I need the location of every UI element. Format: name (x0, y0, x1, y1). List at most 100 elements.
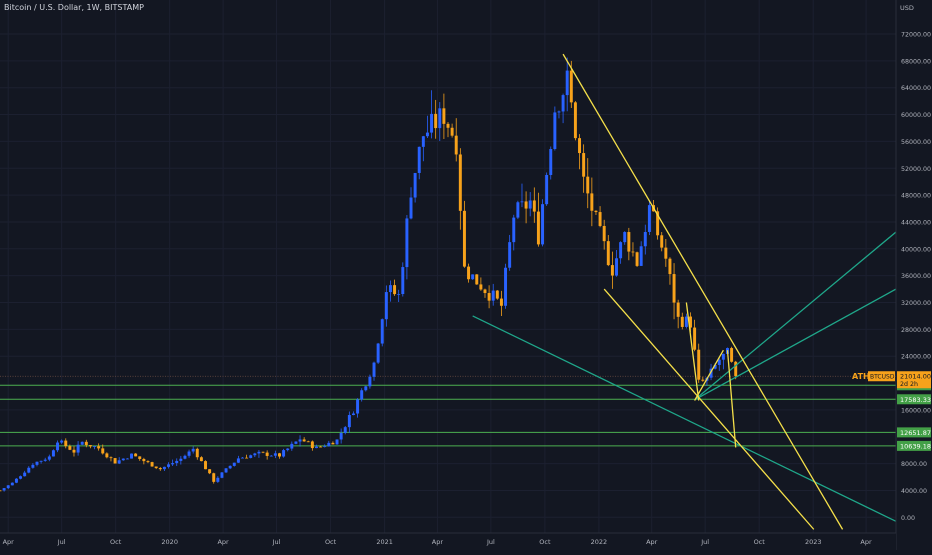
candle (393, 279, 397, 296)
candle-body (417, 146, 421, 173)
trend-line-green[interactable] (472, 315, 897, 522)
candle-body (721, 353, 725, 360)
candle-body (356, 399, 360, 414)
price-level-tag[interactable]: 10639.18 (897, 440, 931, 451)
candle-body (664, 247, 668, 259)
candle-body (31, 464, 35, 468)
candle-body (117, 460, 121, 464)
candle (635, 251, 639, 267)
x-tick-label: 2022 (591, 538, 608, 546)
candle-body (60, 440, 64, 443)
candle-body (158, 468, 162, 470)
candle (495, 290, 499, 300)
candle-body (253, 453, 257, 456)
candle-body (80, 441, 84, 445)
trend-line-yellow[interactable] (603, 288, 815, 530)
trend-line-yellow[interactable] (685, 302, 700, 401)
candle-body (216, 477, 220, 482)
candle (676, 299, 680, 329)
candle (23, 470, 27, 477)
trend-line-green[interactable] (694, 288, 897, 401)
candle-body (68, 446, 72, 450)
candle (208, 469, 212, 475)
candle-body (462, 210, 466, 267)
candle-body (306, 441, 310, 443)
candle (290, 441, 294, 451)
candle-body (693, 327, 697, 350)
price-axis-bg (896, 0, 932, 550)
candle (245, 454, 249, 459)
candle-body (520, 201, 524, 203)
candle-body (0, 490, 2, 492)
candle-body (134, 453, 138, 457)
candle-body (631, 251, 635, 253)
candle (265, 450, 269, 460)
trend-line-yellow[interactable] (562, 53, 844, 530)
candle-body (241, 457, 244, 459)
candle (121, 458, 125, 461)
candle-body (672, 274, 676, 303)
candle (216, 476, 220, 483)
candle (610, 251, 614, 289)
candle-body (610, 265, 614, 276)
candle (2, 488, 6, 492)
candle-body (195, 448, 199, 458)
candle (639, 241, 643, 266)
price-level-tag-bg (897, 440, 931, 451)
candle (323, 444, 327, 448)
candle-body (204, 461, 207, 470)
candle (524, 191, 528, 224)
candle (298, 435, 302, 447)
candle-body (35, 461, 39, 465)
candle (598, 206, 602, 228)
candle (0, 490, 2, 492)
candle-body (483, 289, 487, 294)
candle (84, 439, 88, 448)
price-level-tag[interactable]: 17583.33 (897, 394, 931, 405)
candle (545, 172, 549, 206)
trend-line-green[interactable] (694, 231, 897, 401)
candle (314, 444, 318, 449)
candle-body (364, 386, 368, 391)
candle-body (232, 462, 236, 466)
y-tick-label: 32000.00 (901, 300, 931, 307)
price-level-tag[interactable]: 12651.87 (897, 427, 931, 438)
candle-body (425, 132, 429, 137)
candle-body (343, 427, 347, 433)
candle-body (72, 449, 76, 453)
candle (462, 200, 466, 268)
candle (660, 231, 664, 252)
candle-body (602, 225, 606, 242)
candle-body (442, 108, 446, 124)
candle (479, 277, 483, 291)
candle (360, 388, 364, 402)
candle (179, 455, 183, 465)
candle-body (388, 285, 392, 293)
trend-line-yellow[interactable] (694, 349, 724, 401)
candle-body (709, 368, 713, 378)
candle (467, 263, 471, 283)
candle-body (39, 460, 43, 462)
trend-line-yellow[interactable] (726, 350, 737, 448)
candle-body (323, 446, 327, 448)
candle-body (183, 455, 187, 459)
currency-label: USD (900, 4, 914, 12)
candle-body (76, 444, 80, 453)
candle (310, 440, 314, 451)
candle (721, 353, 725, 370)
candle-body (495, 290, 499, 299)
candle-body (224, 468, 228, 473)
candle-body (590, 193, 594, 211)
candle (278, 452, 281, 459)
y-tick-label: 28000.00 (901, 327, 931, 334)
candle-body (713, 364, 717, 369)
y-tick-label: 72000.00 (901, 32, 931, 39)
candle-body (639, 246, 643, 266)
symbol-label-bg (868, 371, 895, 382)
candle (339, 428, 343, 444)
candle (573, 101, 577, 141)
candle-body (421, 136, 425, 147)
